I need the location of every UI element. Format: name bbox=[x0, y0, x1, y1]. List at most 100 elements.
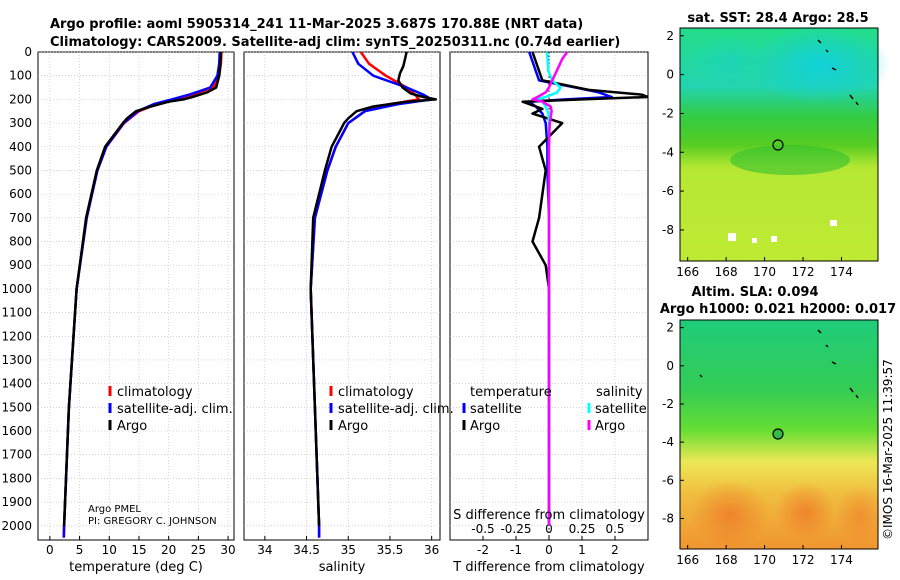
y-tick-label: 1100 bbox=[1, 306, 32, 320]
y-tick-label: 500 bbox=[9, 163, 32, 177]
map-y-tick-label: -4 bbox=[662, 145, 674, 159]
y-tick-label: 200 bbox=[9, 92, 32, 106]
difference-series bbox=[521, 52, 648, 526]
series-line-satellite-adj-clim- bbox=[62, 52, 221, 538]
sla-argo-location-marker bbox=[772, 428, 784, 440]
difference-legend: temperature salinity satellite Argo sate… bbox=[462, 385, 647, 434]
x-tick-label: 20 bbox=[161, 543, 176, 557]
x-tick-label: 36 bbox=[424, 543, 439, 557]
imos-watermark: ©IMOS 16-Mar-2025 11:39:57 bbox=[881, 359, 895, 540]
series-line-argo bbox=[62, 52, 223, 526]
salinity-tick-labels: 34 34.5 35 35.5 36 bbox=[257, 536, 439, 557]
x-tick-label: 34 bbox=[257, 543, 272, 557]
x-tick-label: 30 bbox=[220, 543, 235, 557]
y-tick-label: 1600 bbox=[1, 424, 32, 438]
map-x-tick-label: 168 bbox=[715, 553, 738, 567]
map-y-tick-label: -2 bbox=[662, 397, 674, 411]
map-x-tick-label: 172 bbox=[792, 265, 815, 279]
map-x-tick-label: 166 bbox=[676, 553, 699, 567]
y-tick-label: 300 bbox=[9, 116, 32, 130]
salinity-axis-label: salinity bbox=[319, 560, 366, 575]
legend-label-argo: Argo bbox=[117, 419, 147, 434]
temperature-panel-frame bbox=[37, 51, 235, 541]
top-tick-label: 0.5 bbox=[605, 522, 624, 536]
sst-map-title: sat. SST: 28.4 Argo: 28.5 bbox=[687, 11, 868, 26]
temperature-series bbox=[62, 52, 223, 538]
salinity-panel-frame bbox=[243, 51, 441, 541]
y-tick-label: 2000 bbox=[1, 519, 32, 533]
legend-label-satellite-adj: satellite-adj. clim. bbox=[338, 402, 454, 417]
figure-title-line2: Climatology: CARS2009. Satellite-adj cli… bbox=[50, 35, 620, 50]
depth-tick-labels: 0 100 200 300 400 500 600 700 800 900 1000 1100 1200… bbox=[1, 45, 32, 533]
top-tick-label: 0 bbox=[545, 522, 553, 536]
x-tick-label: 0 bbox=[46, 543, 54, 557]
x-tick-label: 34.5 bbox=[293, 543, 320, 557]
t-difference-axis-label: T difference from climatology bbox=[452, 560, 645, 575]
legend-label-t-satellite: satellite bbox=[470, 402, 522, 417]
annotation-pi: PI: GREGORY C. JOHNSON bbox=[88, 516, 217, 527]
salinity-series bbox=[309, 52, 438, 538]
salinity-legend: climatology satellite-adj. clim. Argo bbox=[329, 385, 454, 434]
map-x-tick-label: 170 bbox=[753, 265, 776, 279]
y-tick-label: 1400 bbox=[1, 377, 32, 391]
legend-title-temperature: temperature bbox=[470, 385, 552, 400]
x-tick-label: 0 bbox=[545, 543, 553, 557]
sla-map-title-line1: Altim. SLA: 0.094 bbox=[692, 285, 819, 300]
map-x-tick-label: 168 bbox=[715, 265, 738, 279]
legend-label-climatology: climatology bbox=[338, 385, 414, 400]
y-tick-label: 1800 bbox=[1, 471, 32, 485]
sla-map-title-line2: Argo h1000: 0.021 h2000: 0.017 bbox=[660, 302, 896, 317]
map-y-tick-label: 0 bbox=[666, 68, 674, 82]
sst-argo-location-marker bbox=[772, 139, 784, 151]
top-tick-label: -0.25 bbox=[500, 522, 531, 536]
y-tick-label: 1200 bbox=[1, 329, 32, 343]
map-x-tick-label: 166 bbox=[676, 265, 699, 279]
map-y-tick-label: -6 bbox=[662, 473, 674, 487]
legend-label-climatology: climatology bbox=[117, 385, 193, 400]
legend-label-t-argo: Argo bbox=[470, 419, 500, 434]
series-line-climatology bbox=[62, 52, 223, 538]
y-tick-label: 100 bbox=[9, 69, 32, 83]
legend-label-s-argo: Argo bbox=[595, 419, 625, 434]
map-y-tick-label: -8 bbox=[662, 223, 674, 237]
map-y-tick-label: -6 bbox=[662, 184, 674, 198]
map-y-tick-label: -4 bbox=[662, 435, 674, 449]
annotation-institution: Argo PMEL bbox=[88, 504, 141, 515]
y-tick-label: 700 bbox=[9, 211, 32, 225]
legend-label-argo: Argo bbox=[338, 419, 368, 434]
legend-title-salinity: salinity bbox=[596, 385, 643, 400]
salinity-difference-tick-labels: -0.5 -0.25 0 0.25 0.5 bbox=[471, 522, 624, 536]
map-y-tick-label: -8 bbox=[662, 511, 674, 525]
map-y-tick-label: 2 bbox=[666, 321, 674, 335]
sst-map-image bbox=[680, 25, 890, 261]
map-y-tick-label: -2 bbox=[662, 106, 674, 120]
s-difference-axis-label: S difference from climatology bbox=[453, 508, 645, 523]
temperature-tick-labels: 0 5 10 15 20 25 30 bbox=[46, 536, 236, 557]
y-tick-label: 800 bbox=[9, 235, 32, 249]
x-tick-label: 15 bbox=[131, 543, 146, 557]
y-tick-label: 400 bbox=[9, 140, 32, 154]
x-tick-label: 2 bbox=[611, 543, 619, 557]
map-y-tick-label: 2 bbox=[666, 29, 674, 43]
y-tick-label: 900 bbox=[9, 258, 32, 272]
y-tick-label: 600 bbox=[9, 187, 32, 201]
map-x-tick-label: 172 bbox=[792, 553, 815, 567]
x-tick-label: -2 bbox=[477, 543, 489, 557]
series-line-climatology bbox=[309, 52, 421, 538]
temperature-axis-label: temperature (deg C) bbox=[69, 560, 203, 575]
x-tick-label: 25 bbox=[191, 543, 206, 557]
sst-map-frame bbox=[679, 27, 879, 262]
map-x-tick-label: 174 bbox=[830, 265, 853, 279]
x-tick-label: 10 bbox=[102, 543, 117, 557]
top-tick-label: 0.25 bbox=[569, 522, 596, 536]
y-tick-label: 1900 bbox=[1, 495, 32, 509]
sla-map-frame bbox=[679, 319, 879, 550]
top-tick-label: -0.5 bbox=[471, 522, 494, 536]
map-x-tick-label: 170 bbox=[753, 553, 776, 567]
x-tick-label: -1 bbox=[510, 543, 522, 557]
difference-tick-labels: -2 -1 0 1 2 bbox=[477, 536, 619, 557]
legend-label-satellite-adj: satellite-adj. clim. bbox=[117, 402, 233, 417]
sla-map-ticks: 166 168 170 172 174 2 0 -2 -4 -6 -8 bbox=[662, 321, 853, 567]
sst-map-ticks: 166 168 170 172 174 2 0 -2 -4 -6 -8 bbox=[662, 29, 853, 279]
